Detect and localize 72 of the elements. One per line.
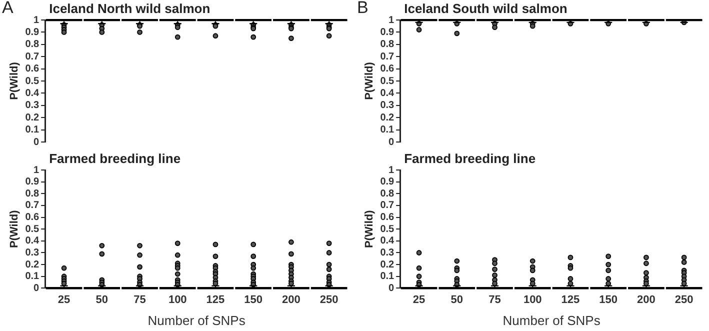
chart-title: Farmed breeding line [49, 151, 181, 166]
x-tick-label: 25 [412, 294, 426, 306]
y-axis-title: P(Wild) [8, 62, 21, 100]
x-tick-label: 25 [58, 294, 70, 306]
y-tick-label: 0.8 [380, 188, 395, 200]
y-tick-label: 0.9 [25, 26, 40, 38]
y-tick-label: 0.4 [25, 88, 40, 99]
y-tick-label: 1 [388, 164, 395, 176]
y-tick-label: 0.6 [380, 212, 395, 224]
y-tick-label: 0.7 [25, 200, 40, 212]
chart-title: Farmed breeding line [404, 151, 536, 166]
y-tick-label: 1 [34, 14, 40, 26]
x-axis-title: Number of SNPs [148, 312, 246, 328]
y-tick-label: 0.5 [380, 224, 395, 235]
y-tick-label: 0.9 [380, 26, 395, 38]
y-tick-label: 0.2 [380, 259, 395, 270]
x-tick-label: 200 [637, 294, 656, 306]
y-tick-label: 0 [388, 282, 395, 294]
y-tick-label: 0.8 [25, 188, 40, 200]
y-tick-label: 0.4 [380, 236, 395, 247]
x-tick-label: 75 [134, 294, 146, 306]
y-tick-label: 0.7 [380, 200, 395, 212]
y-tick-label: 1 [388, 14, 395, 26]
y-tick-label: 0.3 [380, 100, 395, 112]
y-tick-label: 0.1 [25, 124, 40, 136]
x-tick-label: 75 [488, 294, 501, 306]
y-tick-label: 0 [34, 136, 40, 148]
y-tick-label: 1 [34, 164, 40, 176]
y-tick-label: 0.2 [380, 112, 395, 124]
chart-title: Iceland South wild salmon [404, 1, 568, 16]
y-tick-label: 0.9 [25, 176, 40, 188]
chart-title: Iceland North wild salmon [49, 1, 210, 16]
x-tick-label: 125 [561, 294, 580, 306]
y-tick-label: 0.6 [25, 64, 40, 75]
y-tick-label: 0.1 [380, 124, 395, 136]
text: A [2, 0, 14, 18]
x-tick-label: 100 [168, 294, 187, 306]
x-axis-title: Number of SNPs [502, 312, 601, 328]
y-tick-label: 0.3 [25, 247, 40, 258]
x-tick-label: 250 [674, 294, 694, 306]
y-tick-label: 0.5 [25, 76, 40, 87]
y-tick-label: 0.2 [25, 112, 40, 124]
y-tick-label: 0.5 [25, 224, 40, 235]
y-tick-label: 0.6 [380, 64, 395, 75]
y-tick-label: 0.2 [25, 259, 40, 270]
y-axis-title: P(Wild) [8, 210, 21, 248]
x-tick-label: 250 [320, 294, 338, 306]
y-tick-label: 0.1 [25, 271, 40, 282]
y-tick-label: 0 [388, 136, 395, 148]
y-tick-label: 0 [34, 282, 40, 294]
y-axis-title: P(Wild) [364, 62, 376, 100]
y-tick-label: 0.8 [380, 39, 395, 50]
y-tick-label: 0.7 [380, 51, 395, 62]
y-tick-label: 0.6 [25, 212, 40, 224]
text: B [357, 0, 368, 18]
y-axis-title: P(Wild) [364, 210, 376, 248]
y-tick-label: 0.9 [380, 176, 395, 188]
y-tick-label: 0.3 [25, 100, 40, 112]
x-tick-label: 150 [244, 294, 263, 306]
x-tick-label: 50 [450, 294, 464, 306]
x-tick-label: 125 [206, 294, 225, 306]
y-tick-label: 0.5 [380, 76, 395, 87]
y-tick-label: 0.7 [25, 51, 40, 62]
y-tick-label: 0.4 [25, 236, 40, 247]
y-tick-label: 0.8 [25, 39, 40, 50]
x-tick-label: 150 [599, 294, 618, 306]
x-tick-label: 50 [96, 294, 108, 306]
y-tick-label: 0.1 [380, 271, 395, 282]
x-tick-label: 200 [282, 294, 300, 306]
y-tick-label: 0.4 [380, 88, 395, 99]
y-tick-label: 0.3 [380, 247, 395, 258]
x-tick-label: 100 [523, 294, 542, 306]
